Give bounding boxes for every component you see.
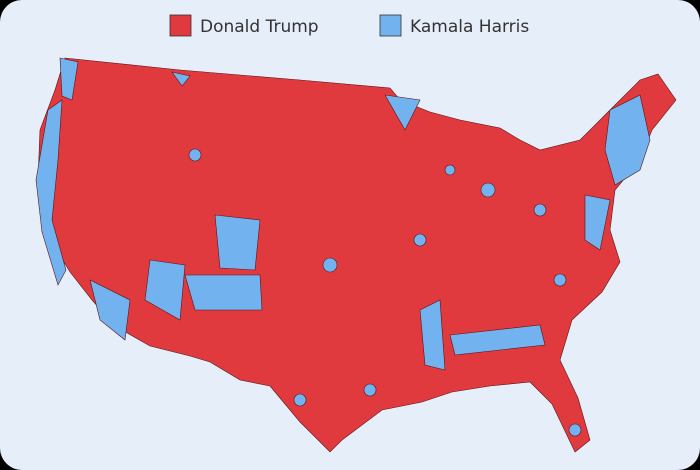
city-region xyxy=(444,164,456,176)
city-region xyxy=(480,182,496,198)
montana-region xyxy=(171,71,191,87)
legend: Donald Trump Kamala Harris xyxy=(169,14,529,37)
mid-atlantic-region xyxy=(584,194,611,251)
legend-label: Donald Trump xyxy=(200,17,319,37)
legend-swatch xyxy=(379,14,402,37)
seattle-region xyxy=(59,57,79,101)
city-region xyxy=(363,383,377,397)
black-belt-region xyxy=(449,324,546,356)
west-coast-region xyxy=(35,99,67,286)
city-region xyxy=(568,423,582,437)
harris-counties xyxy=(35,57,651,437)
city-region xyxy=(293,393,307,407)
city-region xyxy=(533,203,547,217)
city-region xyxy=(553,273,567,287)
socal-region xyxy=(89,279,131,341)
us-map xyxy=(35,57,677,453)
delta-region xyxy=(419,299,446,371)
legend-swatch xyxy=(169,14,192,37)
minnesota-region xyxy=(384,94,421,131)
new-mexico-region xyxy=(184,274,263,311)
city-region xyxy=(322,257,338,273)
city-region xyxy=(413,233,427,247)
city-region xyxy=(188,148,202,162)
new-england-region xyxy=(604,94,651,186)
legend-label: Kamala Harris xyxy=(410,17,529,37)
colorado-region xyxy=(214,214,261,271)
arizona-region xyxy=(144,259,186,321)
